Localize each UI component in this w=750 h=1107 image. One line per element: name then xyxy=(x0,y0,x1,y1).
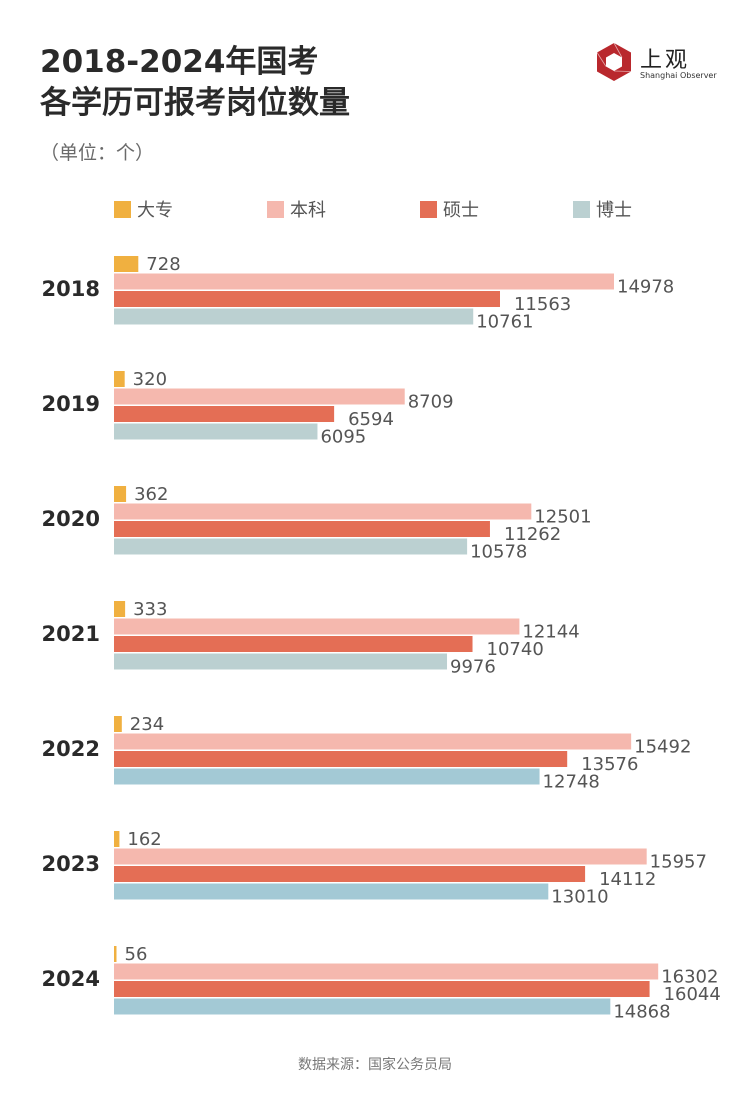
logo-name-en: Shanghai Observer xyxy=(640,71,717,80)
data-label: 333 xyxy=(133,599,167,620)
title-line-1: 2018-2024年国考 xyxy=(40,44,319,80)
unit-label: （单位：个） xyxy=(40,142,155,164)
legend-swatch xyxy=(420,200,437,218)
bar-2021-硕士 xyxy=(114,636,473,652)
bar-2023-硕士 xyxy=(114,866,586,882)
bar-2021-大专 xyxy=(114,601,126,617)
chart-title: 2018-2024年国考 各学历可报考岗位数量 xyxy=(40,42,350,124)
logo-hexagon-icon xyxy=(596,42,632,81)
data-label: 16302 xyxy=(661,967,718,988)
bar-2019-本科 xyxy=(114,388,405,405)
legend-item-shuoshi: 硕士 xyxy=(420,196,479,222)
bar-2018-本科 xyxy=(114,273,614,290)
bar-2024-硕士 xyxy=(114,981,650,997)
bar-2022-博士 xyxy=(114,768,540,785)
bar-2022-硕士 xyxy=(114,751,568,767)
data-label: 320 xyxy=(133,369,167,390)
bar-2018-大专 xyxy=(114,256,139,272)
category-label: 2021 xyxy=(42,622,100,646)
data-label: 11262 xyxy=(504,524,561,545)
category-label: 2019 xyxy=(42,392,100,416)
legend-item-boshi: 博士 xyxy=(573,196,632,222)
bar-2023-博士 xyxy=(114,883,549,900)
bar-2024-本科 xyxy=(114,963,659,980)
bar-2020-大专 xyxy=(114,486,127,502)
bar-2021-博士 xyxy=(114,653,448,670)
data-label: 11563 xyxy=(514,294,571,315)
data-label: 12144 xyxy=(522,622,579,643)
data-label: 56 xyxy=(125,944,148,965)
legend-swatch xyxy=(267,200,284,218)
data-label: 14978 xyxy=(617,277,674,298)
bar-2019-硕士 xyxy=(114,406,335,422)
category-label: 2018 xyxy=(42,277,100,301)
bar-2024-大专 xyxy=(114,946,117,962)
bar-2023-大专 xyxy=(114,831,120,847)
data-label: 13576 xyxy=(581,754,638,775)
bar-2022-大专 xyxy=(114,716,122,732)
bar-2024-博士 xyxy=(114,998,611,1015)
bar-2023-本科 xyxy=(114,848,647,865)
data-label: 15957 xyxy=(650,852,707,873)
data-label: 362 xyxy=(134,484,168,505)
data-label: 16044 xyxy=(664,984,721,1005)
data-label: 10761 xyxy=(476,312,533,333)
legend-swatch xyxy=(114,200,131,218)
legend: 大专 本科 硕士 博士 xyxy=(114,196,674,221)
bar-2020-本科 xyxy=(114,503,532,520)
category-label: 2023 xyxy=(42,852,100,876)
bar-2021-本科 xyxy=(114,618,520,635)
data-label: 14868 xyxy=(613,1002,670,1023)
legend-label: 硕士 xyxy=(443,200,479,221)
data-label: 728 xyxy=(146,254,180,275)
title-line-2: 各学历可报考岗位数量 xyxy=(40,85,350,121)
bar-2019-博士 xyxy=(114,423,318,440)
bar-2019-大专 xyxy=(114,371,125,387)
category-label: 2022 xyxy=(42,737,100,761)
logo-name-cn: 上观 xyxy=(640,48,691,73)
data-label: 6095 xyxy=(320,427,366,448)
bar-2022-本科 xyxy=(114,733,632,750)
data-label: 13010 xyxy=(551,887,608,908)
logo: 上观 Shanghai Observer xyxy=(594,42,717,86)
bar-2018-博士 xyxy=(114,308,474,325)
legend-swatch xyxy=(573,200,590,218)
data-label: 10578 xyxy=(470,542,527,563)
bar-2020-硕士 xyxy=(114,521,490,537)
data-label: 12501 xyxy=(534,507,591,528)
data-label: 6594 xyxy=(348,409,394,430)
data-label: 162 xyxy=(127,829,161,850)
legend-item-benke: 本科 xyxy=(267,196,326,222)
bar-2018-硕士 xyxy=(114,291,500,307)
data-label: 12748 xyxy=(543,772,600,793)
bar-2020-博士 xyxy=(114,538,468,555)
data-label: 9976 xyxy=(450,657,496,678)
data-label: 14112 xyxy=(599,869,656,890)
legend-label: 大专 xyxy=(137,200,173,221)
category-label: 2020 xyxy=(42,507,100,531)
category-label: 2024 xyxy=(42,967,100,991)
data-source: 数据来源：国家公务员局 xyxy=(298,1057,452,1073)
data-label: 10740 xyxy=(487,639,544,660)
data-label: 15492 xyxy=(634,737,691,758)
legend-label: 本科 xyxy=(290,200,326,221)
data-label: 8709 xyxy=(408,392,454,413)
legend-label: 博士 xyxy=(596,200,632,221)
data-label: 234 xyxy=(130,714,164,735)
legend-item-dazhuan: 大专 xyxy=(114,196,173,222)
